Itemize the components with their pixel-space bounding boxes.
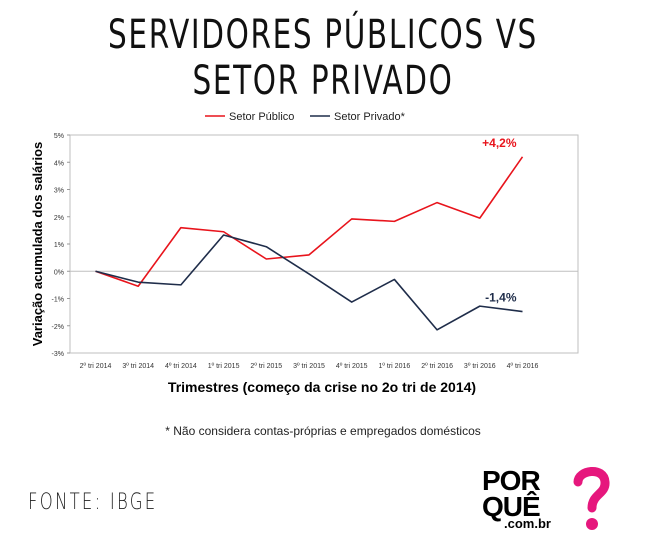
footnote: * Não considera contas-próprias e empreg… [165, 424, 481, 438]
y-axis-label: Variação acumulada dos salários [30, 142, 45, 347]
x-tick-label: 3º tri 2014 [122, 363, 154, 370]
series-lines: +4,2% -1,4% [95, 136, 524, 331]
x-tick-label: 3º tri 2016 [464, 363, 496, 370]
chart-axes [69, 134, 579, 354]
plot-frame [69, 134, 579, 354]
y-tick-label: 0% [54, 269, 64, 276]
question-mark-icon [573, 467, 610, 530]
series-line-setor-privado [95, 234, 523, 331]
x-tick-label: 4º tri 2015 [336, 363, 368, 370]
series-line-setor-publico [95, 156, 524, 288]
y-tick-labels: 5% 4% 3% 2% 1% 0% -1% -2% -3% [52, 133, 70, 358]
logo-wordmark: POR QUÊ [482, 465, 541, 522]
legend-label: Setor Privado* [334, 111, 406, 123]
x-axis-label: Trimestres (começo da crise no 2o tri de… [168, 379, 476, 395]
x-tick-label: 2º tri 2015 [250, 363, 282, 370]
y-tick-label: -2% [52, 324, 64, 331]
end-value-label: +4,2% [482, 136, 517, 150]
x-tick-labels: 2º tri 2014 3º tri 2014 4º tri 2014 1º tri … [80, 363, 539, 370]
y-tick-label: 1% [54, 242, 64, 249]
y-tick-label: 4% [54, 160, 64, 167]
porque-logo[interactable]: POR QUÊ .com.br [482, 464, 632, 536]
y-tick-label: 3% [54, 188, 64, 195]
x-tick-label: 4º tri 2014 [165, 363, 197, 370]
x-tick-label: 4º tri 2016 [507, 363, 539, 370]
logo-line-2: QUÊ [482, 491, 541, 522]
x-tick-label: 1º tri 2015 [208, 363, 240, 370]
chart-legend: Setor Público Setor Privado* [205, 111, 406, 123]
y-tick-label: 2% [54, 215, 64, 222]
y-tick-label: -1% [52, 297, 64, 304]
y-tick-label: -3% [52, 351, 64, 358]
logo-line-1: POR [482, 465, 541, 496]
x-tick-label: 1º tri 2016 [379, 363, 411, 370]
y-tick-label: 5% [54, 133, 64, 140]
x-tick-label: 2º tri 2016 [421, 363, 453, 370]
source-label: FONTE: IBGE [28, 490, 158, 515]
headline: SERVIDORES PÚBLICOS VS SETOR PRIVADO [108, 12, 538, 104]
logo-domain: .com.br [504, 516, 551, 531]
x-tick-label: 3º tri 2015 [293, 363, 325, 370]
legend-label: Setor Público [229, 111, 294, 123]
end-value-label: -1,4% [485, 291, 517, 305]
x-tick-label: 2º tri 2014 [80, 363, 112, 370]
